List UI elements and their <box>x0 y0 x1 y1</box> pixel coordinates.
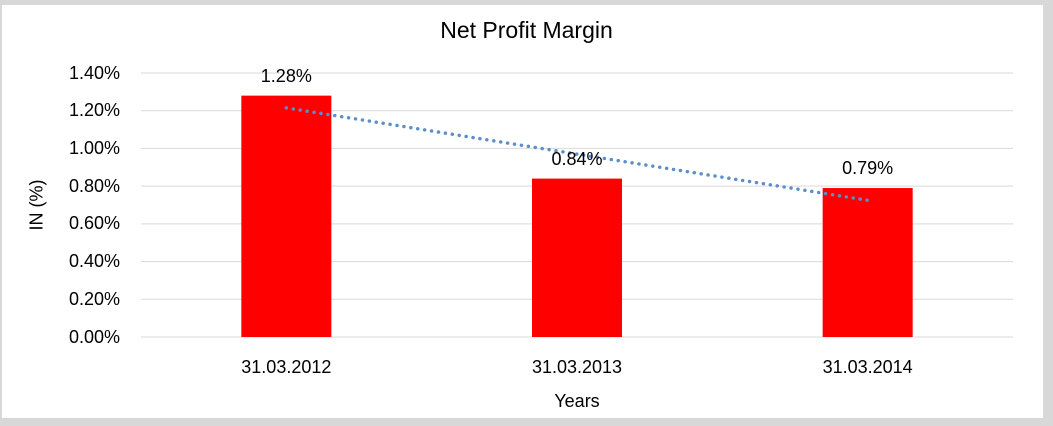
y-axis-tick: 0.80% <box>68 175 120 196</box>
data-label: 0.84% <box>551 148 603 169</box>
x-axis-label: 31.03.2012 <box>241 357 332 377</box>
y-axis-tick: 1.00% <box>68 137 120 158</box>
y-axis-tick: 1.40% <box>68 62 120 83</box>
chart-title: Net Profit Margin <box>440 17 613 43</box>
y-axis-tick: 0.60% <box>68 213 120 234</box>
bar <box>532 178 622 337</box>
bar <box>241 95 332 337</box>
y-axis-tick: 0.00% <box>68 326 120 347</box>
data-label: 0.79% <box>842 158 894 179</box>
y-axis-tick: 0.40% <box>68 251 120 272</box>
data-label: 1.28% <box>260 65 312 86</box>
x-axis-title: Years <box>554 391 600 411</box>
x-axis-label: 31.03.2014 <box>822 357 913 377</box>
x-axis-label: 31.03.2013 <box>531 357 623 377</box>
y-axis-tick: 1.20% <box>68 100 120 121</box>
bar <box>822 188 913 337</box>
trendline <box>284 106 870 202</box>
y-axis-tick: 0.20% <box>68 288 120 309</box>
